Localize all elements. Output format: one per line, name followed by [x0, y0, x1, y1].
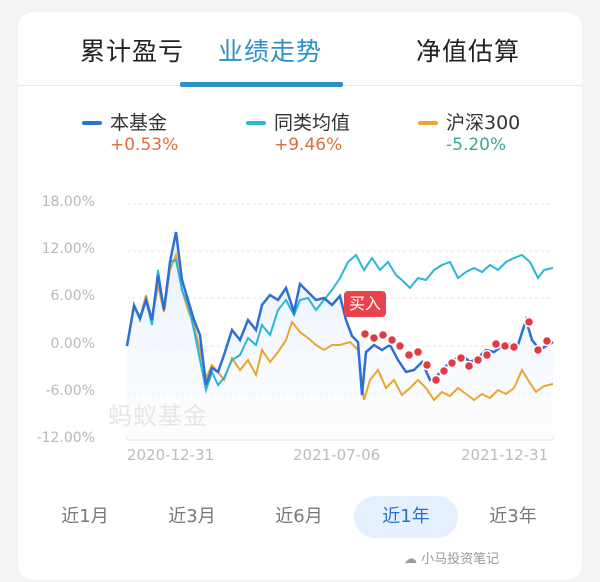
buy-point-markers: [359, 316, 553, 386]
legend-line-icon: [82, 121, 102, 125]
wechat-icon: ☁: [404, 552, 422, 567]
active-tab-indicator: [180, 82, 343, 87]
y-tick-label: 12.00%: [41, 241, 95, 257]
period-1-year[interactable]: 近1年: [354, 496, 458, 538]
y-tick-label: -6.00%: [45, 383, 95, 399]
period-1-month[interactable]: 近1月: [61, 506, 109, 527]
tab-bar: 累计盈亏 业绩走势 净值估算: [18, 12, 582, 87]
legend-line-icon: [418, 121, 438, 125]
period-3-months[interactable]: 近3月: [168, 506, 216, 527]
x-tick-label: 2021-07-06: [293, 446, 381, 464]
period-6-months[interactable]: 近6月: [275, 506, 323, 527]
legend-value: -5.20%: [446, 135, 507, 155]
tab-cumulative-pnl[interactable]: 累计盈亏: [80, 37, 185, 66]
legend-name: 沪深300: [446, 112, 521, 134]
period-3-years[interactable]: 近3年: [489, 506, 537, 527]
chart-legend: 本基金 +0.53% 同类均值 +9.46% 沪深300 -5.20%: [0, 108, 564, 168]
x-tick-label: 2021-12-31: [461, 446, 549, 464]
tab-nav-estimate[interactable]: 净值估算: [416, 37, 521, 66]
legend-name: 本基金: [110, 112, 168, 134]
y-tick-label: 6.00%: [50, 288, 95, 304]
chart-watermark: 蚂蚁基金: [108, 402, 208, 430]
legend-value: +0.53%: [110, 135, 179, 155]
fund-performance-card: 累计盈亏 业绩走势 净值估算: [18, 12, 582, 580]
source-watermark-text: 小马投资笔记: [421, 552, 500, 567]
legend-name: 同类均值: [274, 112, 351, 134]
y-tick-label: 18.00%: [41, 194, 95, 210]
source-watermark: ☁ 小马投资笔记: [404, 548, 499, 567]
y-tick-label: -12.00%: [36, 430, 95, 446]
period-selector: 近1月 近3月 近6月 近1年 近3年: [0, 482, 600, 552]
x-tick-label: 2020-12-31: [127, 446, 215, 464]
legend-value: +9.46%: [274, 135, 343, 155]
y-tick-label: 0.00%: [50, 336, 95, 352]
legend-line-icon: [246, 121, 266, 125]
buy-annotation-badge: 买入: [344, 291, 386, 317]
tab-performance-trend[interactable]: 业绩走势: [218, 37, 323, 66]
